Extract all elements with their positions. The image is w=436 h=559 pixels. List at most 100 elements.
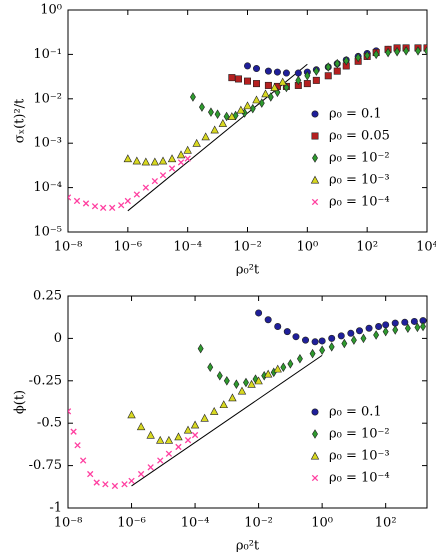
marker [233,379,240,389]
marker [273,364,282,373]
marker [209,406,219,415]
marker [350,335,357,345]
marker [74,442,81,449]
marker [150,157,160,166]
marker [273,68,281,76]
marker [121,481,128,488]
marker [261,89,270,98]
marker [244,62,252,70]
marker [243,101,252,110]
y-tick-label: 10⁻¹ [33,47,62,62]
marker [303,80,311,88]
marker [403,46,410,56]
marker [337,332,345,340]
marker [312,76,320,84]
marker [190,420,200,429]
marker [244,77,252,85]
marker [218,119,228,127]
legend-marker [311,132,319,140]
legend-label: ρ₀ = 0.1 [329,107,382,122]
marker [328,342,335,352]
marker [142,184,150,191]
marker [197,343,204,354]
y-tick-label: -0.75 [29,458,62,473]
marker [141,157,151,166]
legend-marker [311,474,319,482]
marker [410,317,418,325]
legend-marker [312,153,318,163]
y-tick-label: -0.5 [37,416,62,431]
marker [175,443,182,451]
y-tick-label: 10⁻⁵ [33,225,62,240]
marker [294,69,302,77]
marker [133,191,140,198]
marker [127,410,136,419]
marker [158,156,168,165]
marker [156,435,165,444]
y-tick-label: -0.25 [29,373,62,388]
marker [364,50,371,61]
marker [216,370,223,381]
marker [313,66,320,76]
marker [210,125,219,134]
marker [274,323,282,331]
marker [219,400,228,409]
marker [249,103,256,114]
marker [355,52,362,63]
marker [295,75,302,86]
legend-marker [311,110,319,118]
marker [109,204,116,212]
legend-label: ρ₀ = 10⁻³ [329,449,390,464]
marker [415,46,421,56]
marker [70,428,77,435]
marker [132,156,142,165]
marker [159,172,167,179]
marker [198,102,205,112]
marker [192,138,201,147]
marker [243,377,249,388]
marker [324,72,332,80]
x-tick-label: 10⁻² [244,516,273,531]
marker [200,413,209,422]
marker [207,362,214,373]
marker [325,62,332,72]
x-tick-label: 10⁻² [233,240,262,255]
marker [311,338,319,346]
marker [394,46,401,57]
y-tick-label: 0 [54,331,62,346]
marker [424,46,427,56]
marker [414,322,421,333]
marker [278,77,287,86]
marker [253,80,261,88]
marker [183,425,193,434]
marker [228,393,237,402]
marker [137,470,145,478]
marker [128,477,135,485]
x-axis-label: ρ₀²t [236,263,260,278]
x-tick-label: 10⁻⁴ [181,516,210,531]
marker [111,482,119,490]
marker [184,155,191,162]
marker [191,431,199,439]
marker [201,132,210,141]
marker [87,470,94,478]
marker [214,109,221,119]
marker [207,107,214,117]
plot-area [68,44,427,212]
legend-label: ρ₀ = 0.05 [329,129,390,144]
marker [247,379,256,388]
marker [79,457,87,464]
marker [328,334,336,342]
plot-frame [67,295,428,509]
y-axis-label: ϕ(t) [13,390,28,414]
marker [385,47,392,58]
marker [264,67,272,75]
marker [82,200,90,207]
marker [189,92,196,102]
marker [174,432,183,441]
legend: ρ₀ = 0.1 ρ₀ = 10⁻² ρ₀ = 10⁻³ ρ₀ = 10⁻⁴ [310,405,390,486]
plot-area [68,309,427,490]
marker [237,386,247,395]
marker [157,457,164,464]
